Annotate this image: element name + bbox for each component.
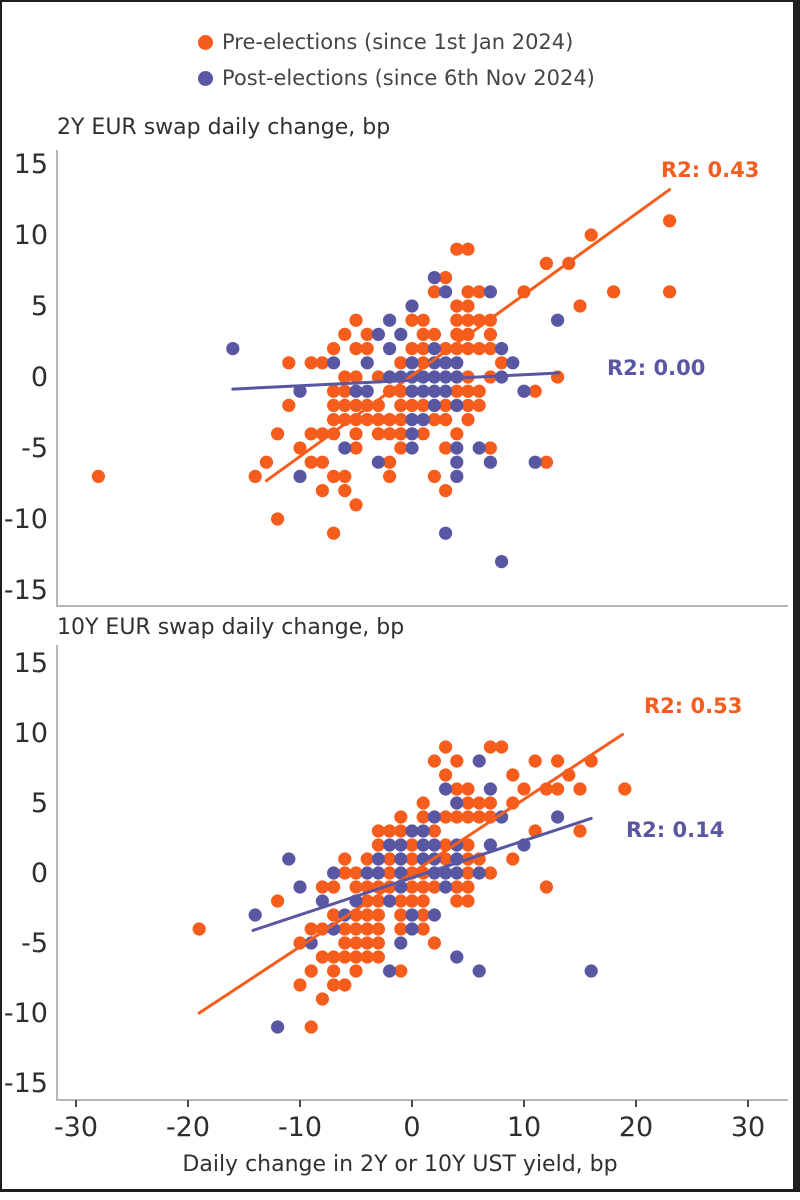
svg-text:5: 5 — [31, 788, 48, 819]
legend-label: Post-elections (since 6th Nov 2024) — [222, 66, 595, 90]
svg-text:0: 0 — [403, 1112, 420, 1143]
svg-text:0: 0 — [31, 362, 48, 393]
svg-text:R2: 0.43: R2: 0.43 — [661, 158, 759, 182]
svg-text:-20: -20 — [166, 1112, 210, 1143]
svg-text:-30: -30 — [54, 1112, 98, 1143]
frame-border-right — [793, 0, 800, 1192]
frame-border-top — [0, 0, 800, 2]
svg-text:10: 10 — [14, 220, 48, 251]
svg-text:15: 15 — [14, 149, 48, 180]
svg-text:10: 10 — [14, 718, 48, 749]
legend-label: Pre-elections (since 1st Jan 2024) — [222, 30, 574, 54]
svg-text:-10: -10 — [4, 998, 48, 1029]
frame-border-left — [0, 0, 2, 1192]
svg-text:0: 0 — [31, 858, 48, 889]
legend: Pre-elections (since 1st Jan 2024) Post-… — [198, 24, 595, 96]
x-axis-title: Daily change in 2Y or 10Y UST yield, bp — [182, 1152, 618, 1177]
top-chart-title: 2Y EUR swap daily change, bp — [57, 115, 391, 140]
svg-text:R2: 0.00: R2: 0.00 — [607, 356, 705, 380]
pre-elections-dot-icon — [198, 34, 213, 50]
svg-text:5: 5 — [31, 291, 48, 322]
svg-text:-10: -10 — [278, 1112, 322, 1143]
bottom-chart-title: 10Y EUR swap daily change, bp — [57, 615, 405, 640]
post-elections-dot-icon — [198, 70, 213, 86]
svg-text:-5: -5 — [21, 928, 48, 959]
legend-item-pre-elections: Pre-elections (since 1st Jan 2024) — [198, 24, 595, 60]
svg-text:-10: -10 — [4, 504, 48, 535]
svg-text:30: 30 — [731, 1112, 765, 1143]
svg-text:-15: -15 — [4, 575, 48, 606]
svg-text:15: 15 — [14, 648, 48, 679]
svg-text:-15: -15 — [4, 1068, 48, 1099]
svg-text:20: 20 — [619, 1112, 653, 1143]
svg-text:R2: 0.53: R2: 0.53 — [644, 694, 742, 718]
svg-text:-5: -5 — [21, 433, 48, 464]
frame-border-bottom — [0, 1189, 800, 1192]
svg-text:10: 10 — [507, 1112, 541, 1143]
legend-item-post-elections: Post-elections (since 6th Nov 2024) — [198, 60, 595, 96]
svg-text:R2: 0.14: R2: 0.14 — [626, 818, 724, 842]
